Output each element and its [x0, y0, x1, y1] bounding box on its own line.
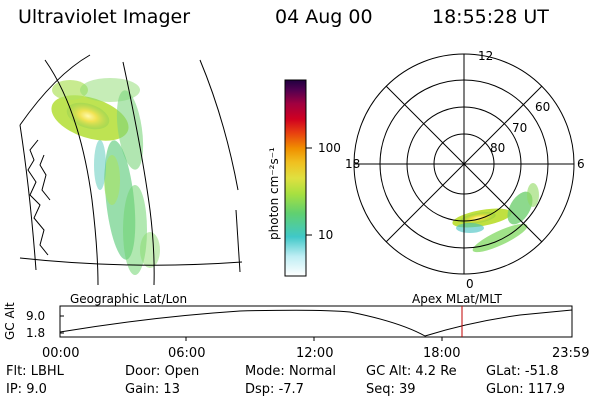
timeline-xtick: 18:00: [423, 346, 460, 361]
glat-info: GLat: -51.8: [486, 364, 559, 379]
lat-label-70: 70: [512, 121, 527, 135]
door-info: Door: Open: [125, 364, 200, 379]
gain-info: Gain: 13: [125, 382, 180, 397]
glon-info: GLon: 117.9: [486, 382, 566, 397]
timeline-xtick: 06:00: [168, 346, 205, 361]
mlt-label-12: 12: [478, 49, 493, 63]
observation-date: 04 Aug 00: [275, 6, 373, 28]
colorbar: [284, 79, 312, 277]
timeline-xtick: 00:00: [42, 346, 79, 361]
mlt-label-6: 6: [577, 157, 585, 171]
observation-time: 18:55:28 UT: [432, 6, 549, 28]
seq-info: Seq: 39: [366, 382, 416, 397]
coastline: [27, 139, 49, 256]
geographic-panel-label: Geographic Lat/Lon: [70, 292, 188, 306]
geographic-panel: [19, 54, 243, 286]
filter-info: Flt: LBHL: [6, 364, 64, 379]
mlt-label-0: 0: [466, 277, 474, 291]
instrument-title: Ultraviolet Imager: [18, 6, 191, 28]
lat-label-80: 80: [490, 141, 505, 155]
auroral-emission-geographic: [51, 78, 160, 275]
timeline-ytick-high: 9.0: [26, 309, 45, 323]
timeline-xtick: 23:59: [552, 346, 589, 361]
colorbar-unit-label: photon cm⁻²s⁻¹: [267, 147, 281, 240]
colorbar-tick-100: 100: [318, 141, 341, 155]
timeline-ytick-low: 1.8: [26, 326, 45, 340]
altitude-timeline: GC Alt 9.0 1.8 00:00 06:00 12:00 18:00 2…: [3, 302, 589, 361]
mode-info: Mode: Normal: [245, 364, 336, 379]
polar-plot-label: Apex MLat/MLT: [412, 292, 502, 306]
altitude-curve: [59, 309, 573, 337]
timeline-axis-label: GC Alt: [3, 302, 17, 340]
polar-plot: 12 18 6 0 60 70 80: [345, 49, 585, 291]
dsp-info: Dsp: -7.7: [245, 382, 304, 397]
ip-info: IP: 9.0: [6, 382, 47, 397]
timeline-xtick: 12:00: [296, 346, 333, 361]
mlt-label-18: 18: [345, 157, 360, 171]
lat-label-60: 60: [535, 100, 550, 114]
gc-alt-info: GC Alt: 4.2 Re: [366, 364, 457, 379]
longitude-line: [44, 59, 99, 286]
latitude-line: [19, 257, 243, 266]
colorbar-tick-10: 10: [318, 228, 333, 242]
